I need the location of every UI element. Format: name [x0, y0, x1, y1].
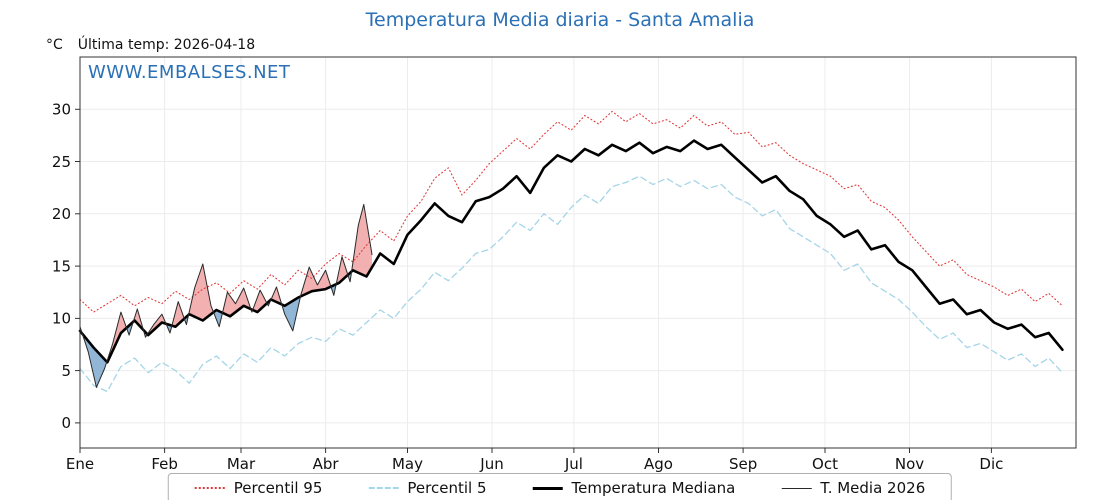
gridlines: [79, 57, 1076, 448]
x-tick-label: Nov: [895, 455, 924, 472]
watermark-text: WWW.EMBALSES.NET: [88, 62, 291, 83]
y-tick-label: 10: [52, 310, 71, 328]
x-tick-label: Ago: [644, 455, 673, 472]
median-line: [78, 139, 1064, 364]
x-tick-label: Feb: [151, 455, 178, 472]
plot-border: [79, 56, 1077, 449]
x-tick-label: Sep: [729, 455, 757, 472]
chart-title: Temperatura Media diaria - Santa Amalia: [365, 9, 755, 31]
t2026-line: [79, 203, 373, 388]
x-tick-label: Jun: [479, 455, 503, 472]
axis-meta-row: °C Última temp: 2026-04-18: [46, 37, 255, 53]
axis-ticks: [75, 108, 992, 453]
axis-labels: 0 5 10 15 20 25 30 Ene Feb Mar Abr May Jun Jul Ago Sep O…: [52, 101, 1003, 472]
fill-above-median: [80, 204, 372, 363]
percentil-95-line-sample: [194, 487, 225, 489]
y-tick-label: 25: [52, 153, 71, 171]
x-tick-label: Ene: [66, 455, 94, 472]
x-tick-label: Mar: [227, 455, 256, 472]
legend-item-percentil-95: Percentil 95: [194, 479, 323, 497]
p95-line: [79, 110, 1063, 313]
chart-legend: Percentil 95 Percentil 5 Temperatura Med…: [167, 473, 953, 500]
t-media-2026-line-sample: [781, 487, 812, 489]
y-tick-label: 30: [52, 101, 71, 119]
x-tick-label: Oct: [812, 455, 838, 472]
legend-item-t-media-2026: T. Media 2026: [781, 479, 925, 497]
legend-label-t-media-2026: T. Media 2026: [820, 479, 926, 497]
legend-item-percentil-5: Percentil 5: [368, 479, 486, 497]
percentil-5-line-sample: [368, 487, 399, 489]
x-tick-label: Dic: [979, 455, 1003, 472]
p5-line: [79, 175, 1064, 393]
y-tick-label: 5: [61, 362, 71, 380]
y-tick-label: 20: [52, 205, 71, 223]
temperature-chart: 0 5 10 15 20 25 30 Ene Feb Mar Abr May Jun Jul Ago Sep O…: [52, 56, 1077, 472]
legend-label-mediana: Temperatura Mediana: [571, 479, 736, 497]
x-tick-label: Jul: [564, 455, 583, 472]
x-tick-label: Abr: [313, 455, 340, 472]
legend-label-percentil-5: Percentil 5: [407, 479, 487, 497]
y-tick-label: 0: [61, 414, 71, 432]
legend-label-percentil-95: Percentil 95: [233, 479, 323, 497]
legend-item-mediana: Temperatura Mediana: [532, 479, 735, 497]
y-tick-label: 15: [52, 257, 71, 275]
y-axis-unit-label: °C: [46, 37, 63, 53]
mediana-line-sample: [532, 486, 563, 490]
x-tick-label: May: [392, 455, 423, 472]
last-temp-label: Última temp: 2026-04-18: [77, 37, 256, 53]
